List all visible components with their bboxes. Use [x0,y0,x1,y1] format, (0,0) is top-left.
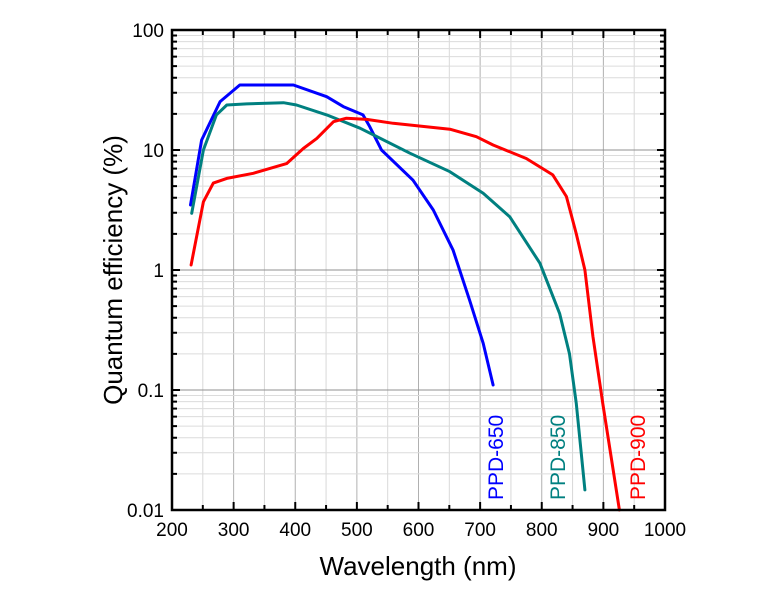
x-tick-label: 600 [403,520,435,541]
y-axis-title: Quantum efficiency (%) [98,135,128,405]
series-label-ppd-850: PPD-850 [547,415,570,500]
series-line-ppd-850 [190,101,587,492]
series-label-ppd-900: PPD-900 [627,415,650,500]
y-tick-labels: 0.01 0.1 1 10 100 [127,21,164,522]
x-tick-label: 900 [588,520,620,541]
x-tick-label: 700 [464,520,496,541]
series-lines [189,83,621,512]
x-tick-label: 300 [218,520,250,541]
plot-frame [170,28,667,512]
y-tick-label: 0.01 [127,501,164,522]
series-line-ppd-900 [189,116,621,512]
plot-border [170,28,667,512]
x-tick-label: 200 [156,520,188,541]
y-tick-label: 100 [132,21,164,42]
x-tick-label: 500 [341,520,373,541]
series-label-ppd-650: PPD-650 [485,415,508,500]
grid [172,30,665,510]
x-tick-label: 800 [526,520,558,541]
y-tick-label: 10 [143,141,164,162]
y-tick-label: 0.1 [138,381,164,402]
x-tick-label: 400 [279,520,311,541]
x-tick-labels: 200 300 400 500 600 700 800 900 1000 [156,520,686,541]
y-tick-label: 1 [153,261,164,282]
x-tick-label: 1000 [644,520,686,541]
series-labels: PPD-650 PPD-850 PPD-900 [485,415,650,500]
x-axis-title: Wavelength (nm) [320,551,517,581]
